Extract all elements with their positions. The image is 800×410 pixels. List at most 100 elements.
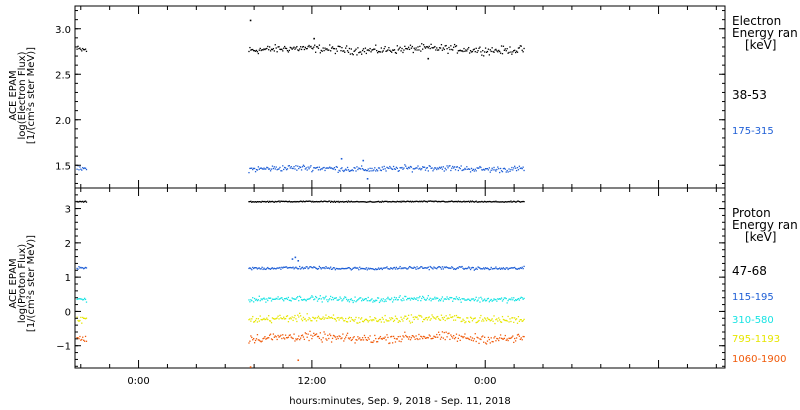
proton-point-795-1193: [271, 317, 274, 319]
proton-point-47-68: [294, 200, 296, 203]
proton-point-115-195: [320, 268, 322, 270]
electron-point-175-315: [373, 169, 375, 171]
proton-point-795-1193: [362, 321, 365, 323]
proton-point-115-195: [422, 267, 424, 269]
proton-point-795-1193: [314, 317, 317, 319]
proton-point-310-580: [403, 299, 405, 301]
proton-point-795-1193: [307, 319, 309, 321]
electron-point-38-53: [373, 48, 375, 50]
electron-point-38-53: [521, 49, 523, 51]
proton-point-1060-1900: [395, 338, 398, 340]
proton-point-795-1193: [288, 318, 291, 320]
proton-point-795-1193: [422, 318, 425, 321]
proton-point-310-580: [422, 296, 425, 299]
proton-point-47-68: [324, 200, 326, 202]
proton-point-1060-1900: [389, 342, 391, 344]
proton-point-795-1193: [267, 318, 269, 321]
proton-point-1060-1900: [477, 337, 479, 339]
proton-point-115-195: [382, 267, 384, 269]
proton-point-1060-1900: [322, 337, 324, 339]
proton-point-115-195: [407, 268, 409, 270]
proton-point-310-580: [351, 299, 353, 302]
electron-point-38-53: [457, 50, 460, 52]
proton-point-795-1193: [286, 315, 289, 317]
proton-point-115-195: [518, 268, 521, 270]
proton-point-47-68: [491, 201, 493, 203]
proton-point-115-195: [274, 268, 276, 270]
proton-point-310-580: [368, 300, 370, 302]
proton-point-795-1193: [491, 318, 493, 320]
proton-point-47-68: [464, 201, 466, 203]
electron-point-38-53: [427, 47, 429, 49]
proton-point-47-68: [297, 200, 299, 203]
proton-point-795-1193: [278, 318, 280, 320]
electron-point-38-53: [418, 49, 420, 51]
proton-point-115-195: [333, 267, 336, 269]
proton-point-1060-1900: [447, 332, 449, 335]
proton-point-115-195: [492, 268, 494, 270]
proton-point-310-580: [521, 297, 523, 299]
proton-point-47-68: [309, 200, 311, 202]
proton-point-115-195: [426, 267, 429, 269]
proton-point-310-580: [296, 297, 298, 299]
electron-point-175-315: [253, 167, 256, 170]
proton-point-115-195: [374, 269, 376, 271]
proton-point-47-68: [445, 201, 447, 203]
proton-point-310-580: [267, 299, 269, 302]
electron-point-175-315: [464, 167, 466, 170]
proton-point-310-580: [358, 298, 360, 300]
electron-point-38-53: [330, 50, 332, 52]
proton-point-310-580: [412, 298, 414, 300]
electron-point-38-53: [329, 44, 331, 46]
proton-point-795-1193: [453, 315, 456, 317]
electron-point-38-53: [269, 50, 272, 52]
proton-point-310-580: [253, 301, 255, 303]
electron-point-38-53: [370, 51, 372, 53]
electron-point-175-315: [280, 170, 282, 172]
proton-point-115-195: [508, 267, 510, 270]
proton-point-1060-1900: [478, 342, 480, 345]
proton-point-795-1193: [512, 317, 514, 319]
proton-point-310-580: [284, 298, 287, 300]
proton-point-1060-1900: [512, 335, 514, 337]
proton-point-47-68: [313, 201, 315, 203]
proton-point-310-580: [259, 300, 261, 302]
proton-point-1060-1900: [348, 338, 351, 340]
proton-point-1060-1900: [342, 333, 344, 335]
proton-point-1060-1900: [430, 337, 432, 340]
proton-point-1060-1900: [338, 335, 340, 337]
proton-point-795-1193: [372, 318, 374, 321]
legend-entry: 1060-1900: [732, 354, 787, 365]
electron-point-175-315: [500, 170, 503, 172]
proton-point-1060-1900: [323, 331, 325, 333]
electron-outlier-38-53: [313, 37, 315, 40]
proton-point-47-68: [361, 201, 363, 203]
electron-point-175-315: [520, 167, 522, 169]
electron-point-175-315: [393, 168, 396, 170]
proton-point-1060-1900: [377, 338, 380, 340]
proton-point-115-195: [289, 266, 291, 269]
proton-point-795-1193: [483, 320, 485, 322]
proton-point-1060-1900: [422, 337, 424, 340]
proton-point-310-580: [362, 299, 365, 302]
proton-point-795-1193: [438, 319, 441, 321]
proton-point-47-68: [262, 200, 264, 203]
proton-point-115-195: [345, 267, 347, 270]
proton-point-115-195: [360, 268, 362, 270]
electron-point-175-315: [491, 167, 493, 169]
electron-point-38-53: [374, 48, 376, 50]
electron-point-38-53: [339, 45, 341, 48]
electron-point-38-53: [365, 52, 367, 55]
proton-point-47-68: [259, 201, 261, 203]
proton-point-310-580: [389, 299, 391, 301]
electron-ytick-label: 2.5: [55, 70, 71, 81]
proton-point-47-68: [382, 201, 384, 203]
electron-point-38-53: [430, 43, 432, 45]
proton-point-310-580: [308, 298, 310, 300]
proton-point-115-195: [519, 267, 521, 269]
proton-point-1060-1900: [509, 337, 511, 340]
proton-point-310-580: [342, 299, 344, 301]
proton-point-47-68: [83, 201, 85, 203]
proton-point-795-1193: [406, 318, 408, 320]
electron-point-38-53: [478, 47, 480, 50]
